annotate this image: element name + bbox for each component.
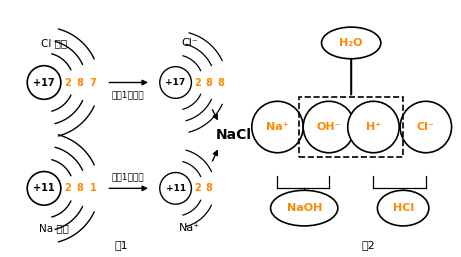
Text: NaCl: NaCl (216, 128, 252, 142)
Ellipse shape (378, 190, 429, 226)
Text: +11: +11 (165, 184, 186, 193)
Text: H⁺: H⁺ (366, 122, 381, 132)
Text: 8: 8 (77, 183, 83, 193)
Circle shape (303, 101, 355, 153)
Text: 2: 2 (64, 78, 71, 87)
Text: 8: 8 (218, 78, 225, 87)
Text: 8: 8 (206, 183, 213, 193)
Text: 图2: 图2 (361, 240, 375, 250)
Text: OH⁻: OH⁻ (317, 122, 341, 132)
Text: 2: 2 (194, 78, 201, 87)
Ellipse shape (271, 190, 338, 226)
Text: NaOH: NaOH (286, 203, 322, 213)
Text: 得到1个电子: 得到1个电子 (112, 90, 144, 99)
Text: Na⁺: Na⁺ (266, 122, 289, 132)
Text: Cl 原子: Cl 原子 (41, 38, 67, 48)
Text: Na 原子: Na 原子 (39, 223, 69, 233)
Text: +17: +17 (33, 78, 55, 87)
Text: Cl⁻: Cl⁻ (181, 38, 198, 48)
Text: Cl⁻: Cl⁻ (417, 122, 435, 132)
Text: HCl: HCl (393, 203, 414, 213)
Bar (299, 97, 403, 157)
Text: 7: 7 (89, 78, 96, 87)
Text: 失去1个电子: 失去1个电子 (112, 172, 144, 181)
Text: +17: +17 (165, 78, 186, 87)
Ellipse shape (321, 27, 381, 59)
Text: 8: 8 (206, 78, 213, 87)
Circle shape (252, 101, 303, 153)
Text: Na⁺: Na⁺ (179, 223, 200, 233)
Text: 8: 8 (77, 78, 83, 87)
Text: 2: 2 (64, 183, 71, 193)
Text: 1: 1 (89, 183, 96, 193)
Text: 2: 2 (194, 183, 201, 193)
Text: +11: +11 (33, 183, 55, 193)
Text: 图1: 图1 (114, 240, 128, 250)
Text: H₂O: H₂O (339, 38, 363, 48)
Circle shape (400, 101, 452, 153)
Circle shape (348, 101, 399, 153)
